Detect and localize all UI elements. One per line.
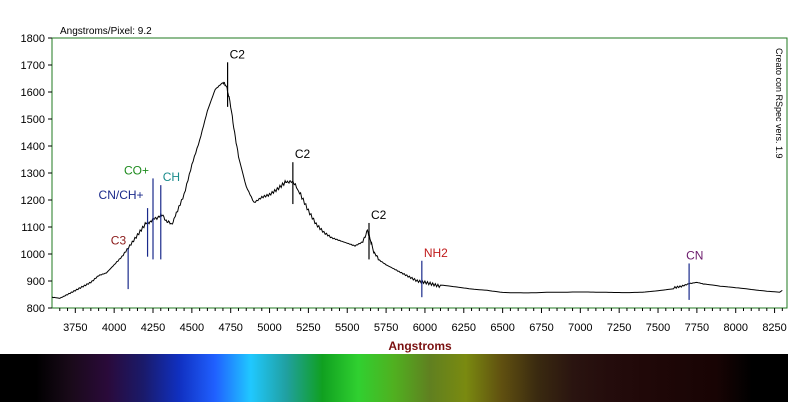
x-tick-label: 7250 (607, 322, 631, 334)
x-axis-title: Angstroms (388, 339, 452, 353)
dispersion-label: Angstroms/Pixel: 9.2 (60, 26, 152, 37)
y-tick-label: 1200 (21, 195, 45, 207)
x-tick-label: 4250 (141, 322, 165, 334)
x-tick-label: 6750 (529, 322, 553, 334)
x-tick-label: 5250 (296, 322, 320, 334)
x-axis: 3750 4000 4250 4500 4750 5000 5250 5500 5750 6000… (59, 308, 787, 334)
y-tick-label: 1000 (21, 249, 45, 261)
x-tick-label: 5000 (257, 322, 281, 334)
x-tick-label: 6000 (413, 322, 437, 334)
x-tick-label: 5500 (335, 322, 359, 334)
x-tick-label: 7500 (646, 322, 670, 334)
x-tick-label: 6500 (490, 322, 514, 334)
annotation-label: C3 (111, 234, 127, 248)
x-tick-label: 7750 (685, 322, 709, 334)
annotation-layer: C3 CN/CH+ CO+ CH C2 C2 C2 NH2 CN (99, 47, 703, 300)
annotation-label: C2 (371, 208, 387, 222)
x-tick-label: 6250 (452, 322, 476, 334)
plot-frame (51, 37, 788, 309)
x-tick-label: 7000 (568, 322, 592, 334)
annotation-label: C2 (230, 47, 246, 61)
x-tick-label: 8000 (723, 322, 747, 334)
y-tick-label: 1300 (21, 168, 45, 180)
annotation-label: CN/CH+ (99, 188, 144, 202)
y-tick-label: 1800 (21, 33, 45, 45)
y-tick-label: 1500 (21, 114, 45, 126)
credit-label: Creato con RSpec vers. 1.9 (774, 48, 784, 159)
annotation-label: NH2 (424, 246, 448, 260)
x-tick-label: 3750 (63, 322, 87, 334)
y-tick-label: 1600 (21, 87, 45, 99)
annotation-label: CN (686, 248, 703, 262)
spectrum-strip (0, 354, 788, 402)
x-tick-label: 8250 (762, 322, 786, 334)
annotation-label: CH (163, 170, 180, 184)
y-tick-label: 1700 (21, 60, 45, 72)
x-tick-label: 5750 (374, 322, 398, 334)
y-axis: 800 900 1000 1100 1200 1300 1400 1500 1600 1700 18… (21, 33, 52, 315)
annotation-label: C2 (295, 147, 311, 161)
y-tick-label: 900 (27, 276, 45, 288)
y-tick-label: 1400 (21, 141, 45, 153)
x-tick-label: 4000 (102, 322, 126, 334)
x-tick-label: 4500 (180, 322, 204, 334)
y-tick-label: 800 (27, 303, 45, 315)
annotation-label: CO+ (124, 163, 149, 177)
x-tick-label: 4750 (218, 322, 242, 334)
y-tick-label: 1100 (21, 222, 45, 234)
